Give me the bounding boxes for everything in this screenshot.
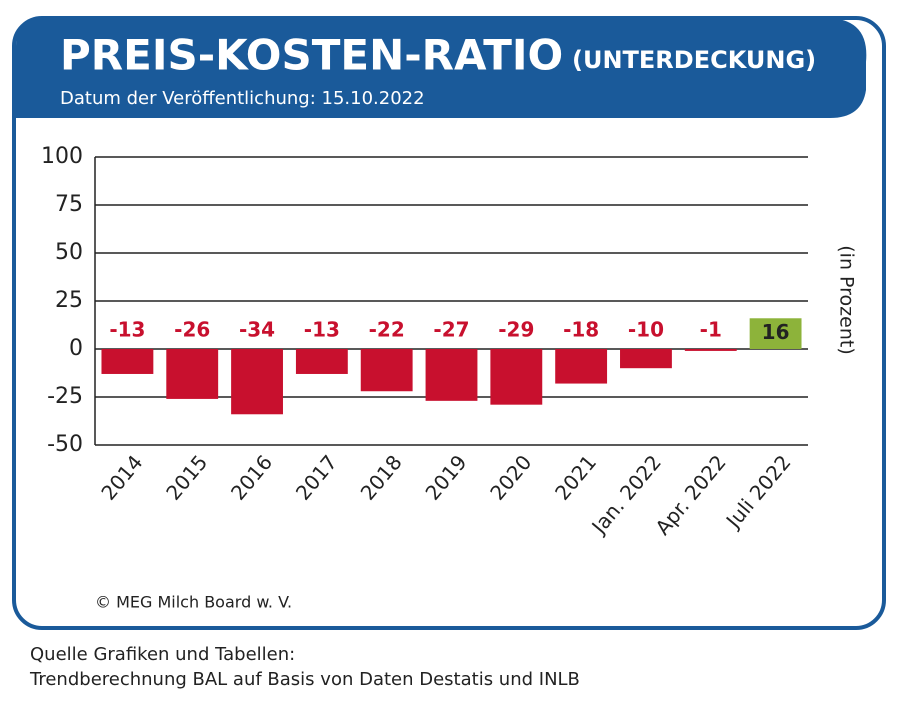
source-line: Quelle Grafiken und Tabellen: xyxy=(30,644,295,665)
value-label: -13 xyxy=(304,318,340,342)
y-tick-label: -50 xyxy=(47,432,83,457)
title-note: (UNTERDECKUNG) xyxy=(572,46,816,74)
value-label: -26 xyxy=(174,318,210,342)
value-label: 16 xyxy=(762,320,790,344)
y-axis-label: (in Prozent) xyxy=(836,245,858,354)
header-band xyxy=(16,18,867,118)
bar xyxy=(684,349,737,351)
bar xyxy=(490,349,543,405)
value-label: -1 xyxy=(700,318,722,342)
value-label: -13 xyxy=(109,318,145,342)
copyright: © MEG Milch Board w. V. xyxy=(95,593,292,612)
bar xyxy=(360,349,413,392)
bar xyxy=(749,318,802,349)
chart-title: PREIS-KOSTEN-RATIO xyxy=(60,31,563,80)
y-tick-label: 100 xyxy=(41,144,83,169)
subtitle: Datum der Veröffentlichung: 15.10.2022 xyxy=(60,88,425,109)
bar xyxy=(101,349,154,374)
value-label: -29 xyxy=(498,318,534,342)
source-line: Trendberechnung BAL auf Basis von Daten … xyxy=(29,669,580,690)
value-label: -34 xyxy=(239,318,275,342)
y-tick-label: 75 xyxy=(55,192,83,217)
bar xyxy=(231,349,283,415)
bar xyxy=(555,349,608,384)
value-label: -18 xyxy=(563,318,599,342)
value-label: -22 xyxy=(369,318,405,342)
bar xyxy=(295,349,348,374)
value-label: -10 xyxy=(628,318,664,342)
value-label: -27 xyxy=(433,318,469,342)
bar xyxy=(166,349,219,399)
bar xyxy=(425,349,478,401)
y-tick-label: 25 xyxy=(55,288,83,313)
bar xyxy=(620,349,672,369)
y-tick-label: 50 xyxy=(55,240,83,265)
y-tick-label: -25 xyxy=(47,384,83,409)
y-tick-label: 0 xyxy=(69,336,83,361)
